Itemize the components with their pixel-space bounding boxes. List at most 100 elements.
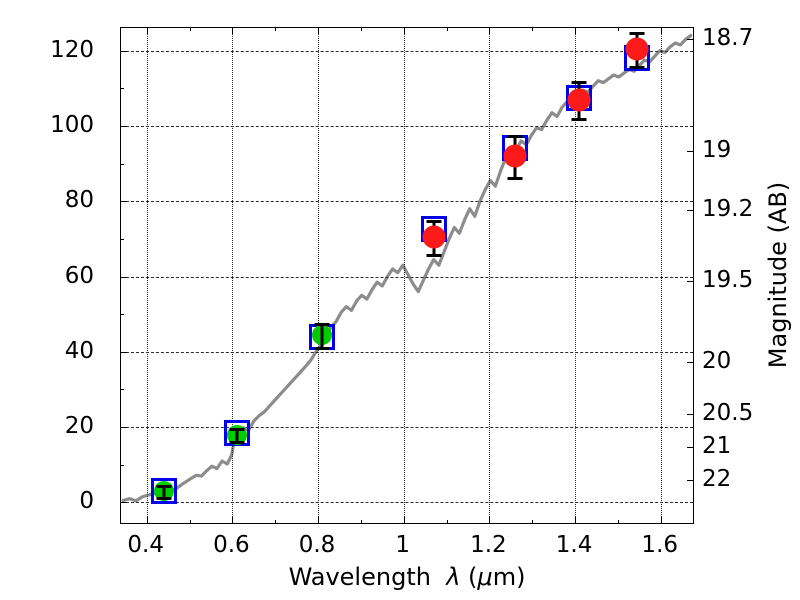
x-tick-label: 1.2	[470, 532, 507, 558]
x-tick-minor-top	[446, 27, 448, 31]
x-tick-minor-top	[532, 27, 534, 31]
x-tick-label: 0.6	[213, 532, 250, 558]
gridline-vertical	[403, 28, 405, 523]
y-tick-label-right: 19	[702, 137, 732, 164]
x-tick-major	[318, 517, 320, 524]
gridline-vertical	[660, 28, 662, 523]
x-tick-minor	[189, 520, 191, 524]
y-tick-major	[120, 427, 127, 429]
gridline-horizontal	[121, 351, 693, 353]
x-tick-minor-top	[275, 27, 277, 31]
x-tick-major-top	[660, 27, 662, 34]
y-tick-major	[120, 125, 127, 127]
y-tick-label-right: 22	[702, 466, 732, 493]
y-tick-label-left: 40	[64, 337, 94, 364]
gridline-vertical	[232, 28, 234, 523]
y-tick-major	[120, 502, 127, 504]
gridline-vertical	[318, 28, 320, 523]
y-tick-minor	[120, 238, 124, 240]
y-tick-label-right: 20	[702, 348, 732, 375]
x-tick-major	[660, 517, 662, 524]
y-tick-label-left: 80	[64, 187, 94, 214]
gridline-horizontal	[121, 427, 693, 429]
error-bar-cap	[156, 485, 172, 489]
error-bar-cap	[571, 118, 587, 122]
x-tick-minor	[446, 520, 448, 524]
x-tick-major	[575, 517, 577, 524]
y-tick-major-right	[687, 446, 694, 448]
y-tick-major-right	[687, 480, 694, 482]
x-tick-label: 0.4	[127, 532, 164, 558]
y-tick-label-right: 19.5	[702, 266, 754, 293]
y-tick-major	[120, 351, 127, 353]
gridline-horizontal	[121, 201, 693, 203]
y-tick-major-right	[687, 362, 694, 364]
x-tick-label: 1.6	[641, 532, 679, 558]
y-tick-label-left: 20	[64, 413, 94, 440]
error-bar-cap	[629, 65, 645, 69]
error-bar-cap	[426, 220, 442, 224]
error-bar-cap	[314, 346, 330, 350]
y-tick-label-right: 20.5	[702, 400, 754, 427]
error-bar-cap	[229, 441, 245, 445]
y-axis-title-right: Magnitude (AB)	[764, 181, 792, 369]
y-tick-label-right: 21	[702, 432, 732, 459]
error-bar-cap	[629, 31, 645, 35]
model-spectrum-curve	[121, 33, 693, 503]
error-bar	[162, 485, 166, 498]
y-tick-major	[120, 201, 127, 203]
x-tick-major	[232, 517, 234, 524]
y-tick-minor	[120, 314, 124, 316]
y-tick-label-left: 100	[50, 111, 94, 138]
gridline-horizontal	[121, 502, 693, 504]
error-bar	[320, 322, 324, 347]
x-tick-minor-top	[360, 27, 362, 31]
y-tick-major-right	[687, 151, 694, 153]
x-tick-major	[489, 517, 491, 524]
y-tick-label-left: 120	[50, 36, 94, 63]
gridline-vertical	[146, 28, 148, 523]
observed-photometry-point	[422, 225, 446, 249]
y-tick-minor	[120, 88, 124, 90]
y-tick-major-right	[687, 280, 694, 282]
gridline-horizontal	[121, 125, 693, 127]
x-axis-title-text: Wavelength λ (μm)	[288, 563, 526, 591]
y-tick-major-right	[687, 210, 694, 212]
x-tick-label: 1.4	[555, 532, 593, 558]
error-bar-cap	[507, 176, 523, 180]
gridline-vertical	[575, 28, 577, 523]
x-tick-label: 0.8	[298, 532, 336, 558]
y-tick-major	[120, 276, 127, 278]
y-tick-label-left: 60	[64, 262, 94, 289]
x-tick-minor-top	[617, 27, 619, 31]
y-tick-major	[120, 50, 127, 52]
gridline-horizontal	[121, 276, 693, 278]
observed-photometry-point	[625, 37, 649, 61]
x-tick-minor-top	[189, 27, 191, 31]
x-tick-major	[403, 517, 405, 524]
model-photometry-square	[150, 478, 177, 505]
y-tick-major-right	[687, 414, 694, 416]
error-bar-cap	[314, 322, 330, 326]
x-tick-major	[146, 517, 148, 524]
x-tick-major-top	[403, 27, 405, 34]
error-bar	[235, 427, 239, 442]
x-tick-minor	[532, 520, 534, 524]
error-bar-cap	[571, 80, 587, 84]
observed-photometry-point	[503, 144, 527, 168]
y-tick-major-right	[687, 39, 694, 41]
gridline-horizontal	[121, 50, 693, 52]
x-tick-minor	[617, 520, 619, 524]
plot-area	[120, 27, 694, 524]
x-tick-label: 1	[395, 532, 411, 558]
x-tick-major-top	[575, 27, 577, 34]
error-bar-cap	[507, 135, 523, 139]
x-axis-title: Wavelength λ (μm)	[289, 563, 526, 591]
y-tick-minor	[120, 163, 124, 165]
x-tick-minor	[275, 520, 277, 524]
x-tick-minor	[360, 520, 362, 524]
y-tick-label-right: 19.2	[702, 196, 754, 223]
error-bar-cap	[229, 427, 245, 431]
y-tick-label-right: 18.7	[702, 25, 754, 52]
plot-clip	[121, 28, 693, 523]
